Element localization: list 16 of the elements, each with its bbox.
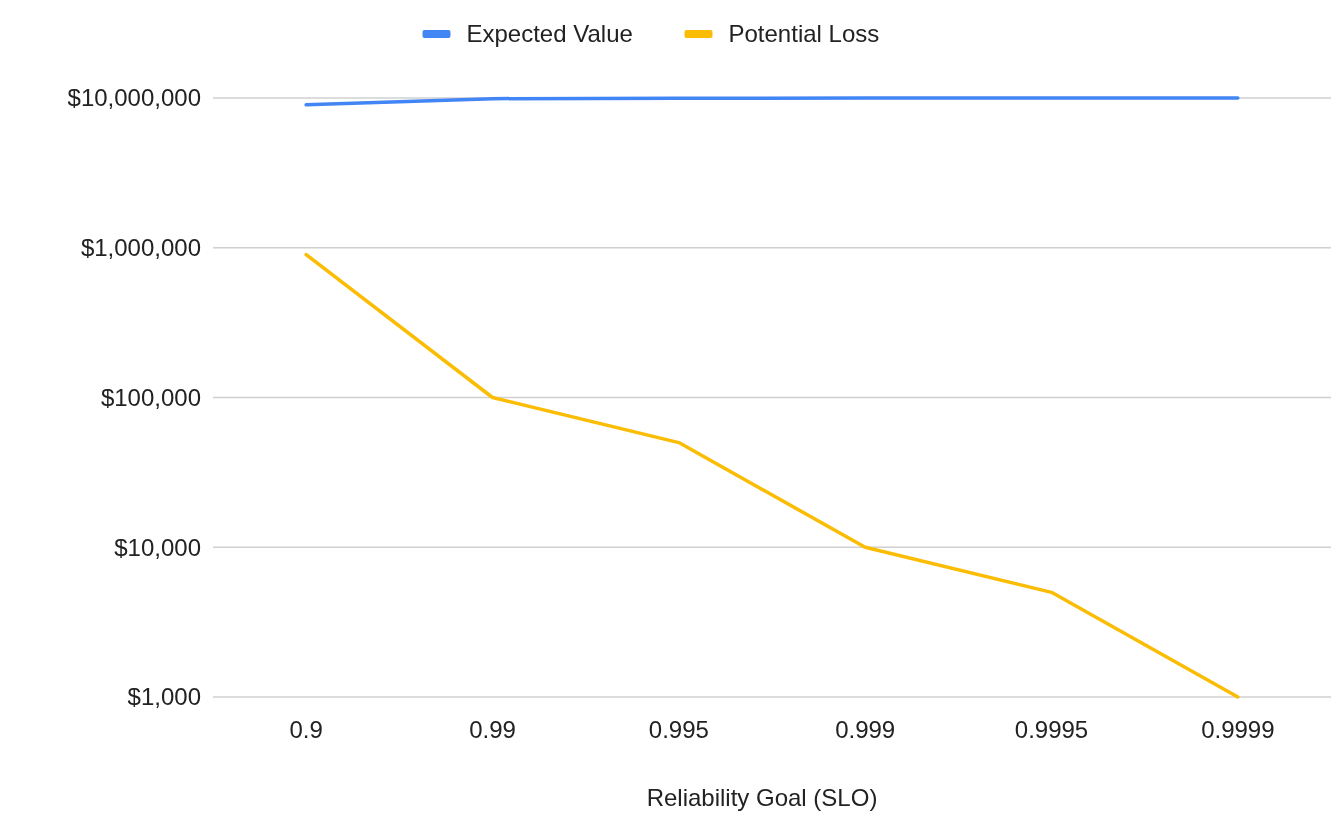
y-tick-label: $10,000 [114, 533, 201, 561]
legend-label: Expected Value [466, 20, 633, 48]
line-series [304, 252, 1240, 699]
y-tick-label: $1,000 [127, 683, 201, 711]
x-tick-label: 0.99 [469, 716, 516, 743]
y-tick-label: $100,000 [100, 383, 201, 411]
x-tick-label: 0.995 [648, 716, 709, 743]
x-tick-label: 0.9 [289, 716, 323, 743]
y-tick-label: $1,000,000 [80, 234, 201, 262]
x-tick-label: 0.9995 [1014, 716, 1089, 743]
x-axis-title: Reliability Goal (SLO) [646, 784, 878, 811]
y-tick-label: $10,000,000 [67, 84, 201, 112]
x-tick-label: 0.9999 [1201, 716, 1275, 743]
legend-label: Potential Loss [728, 20, 880, 48]
line-series [304, 96, 1240, 107]
x-tick-label: 0.999 [835, 716, 896, 743]
